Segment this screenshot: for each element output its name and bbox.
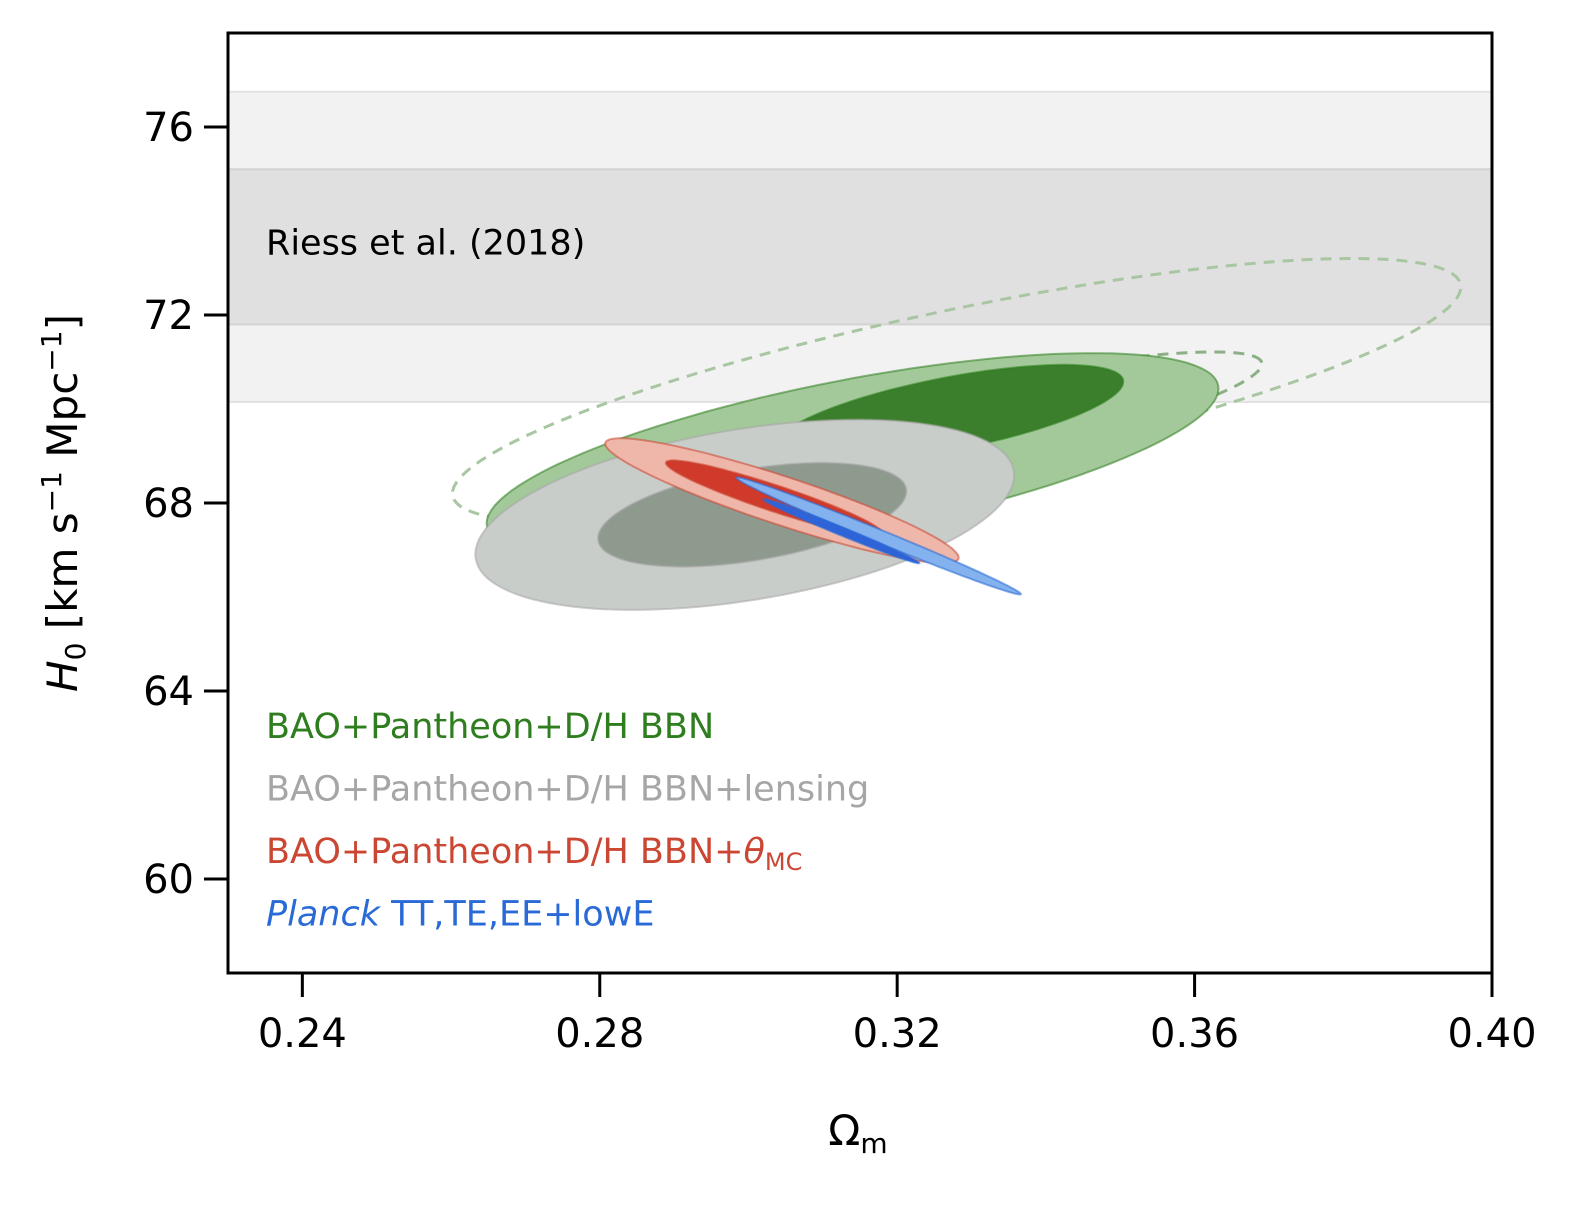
y-axis-title-sup2: −1 <box>35 330 68 371</box>
y-tick-label: 76 <box>143 105 194 151</box>
y-axis-title-unit-close: ] <box>38 314 87 330</box>
bands-layer <box>228 90 1492 403</box>
legend-entry-bao-pantheon-d-h-bbn-lensing: BAO+Pantheon+D/H BBN+lensing <box>266 770 869 810</box>
legend-entry-planck-tt-te-ee-lowe: Planck TT,TE,EE+lowE <box>266 895 654 935</box>
y-axis-title-sup1: −1 <box>35 471 68 512</box>
x-tick-label: 0.40 <box>1447 1011 1536 1057</box>
y-tick-label: 64 <box>143 669 194 715</box>
y-tick-label: 68 <box>143 481 194 527</box>
y-axis-title-unit-mid: Mpc <box>38 372 87 471</box>
x-axis-ticks: 0.24 0.28 0.32 0.36 0.40 <box>258 973 1537 1057</box>
x-tick-label: 0.28 <box>555 1011 644 1057</box>
y-tick-label: 60 <box>143 857 194 903</box>
band-labels-layer: Riess et al. (2018) <box>266 224 585 264</box>
legend-entry-bao-pantheon-d-h-bbn-mc: BAO+Pantheon+D/H BBN+θMC <box>266 832 802 876</box>
band-label-riess-et-al-2018: Riess et al. (2018) <box>266 224 585 264</box>
legend: BAO+Pantheon+D/H BBN BAO+Pantheon+D/H BBN… <box>266 707 869 935</box>
x-axis-title: Ωm <box>828 1106 887 1160</box>
y-tick-label: 72 <box>143 293 194 339</box>
riess-et-al-2018-band-1sigma <box>228 168 1492 326</box>
y-axis-ticks: 60 64 68 72 76 <box>143 105 228 903</box>
x-tick-label: 0.32 <box>853 1011 942 1057</box>
x-tick-label: 0.24 <box>258 1011 347 1057</box>
x-tick-label: 0.36 <box>1150 1011 1239 1057</box>
planck-tt-te-ee-lowe-contour-1sigma <box>762 497 921 565</box>
y-axis-title-italic: H <box>38 660 87 692</box>
series-bao-pantheon-d-h-bbn-lensing <box>474 418 1016 611</box>
bao-pantheon-d-h-bbn-dashed-contour-2sigma <box>451 256 1463 524</box>
x-axis-title-main: Ω <box>828 1106 860 1155</box>
x-axis-title-sub: m <box>860 1127 887 1160</box>
legend-entry-bao-pantheon-d-h-bbn: BAO+Pantheon+D/H BBN <box>266 707 714 747</box>
y-axis-title-sub: 0 <box>59 643 92 661</box>
series-planck-tt-te-ee-lowe <box>735 476 1022 596</box>
y-axis-title: H0 [km s−1 Mpc−1] <box>35 314 92 692</box>
contours-layer <box>451 256 1463 611</box>
planck-tt-te-ee-lowe-contour-2sigma <box>735 476 1022 596</box>
y-axis-title-unit-open: [km s <box>38 512 87 642</box>
